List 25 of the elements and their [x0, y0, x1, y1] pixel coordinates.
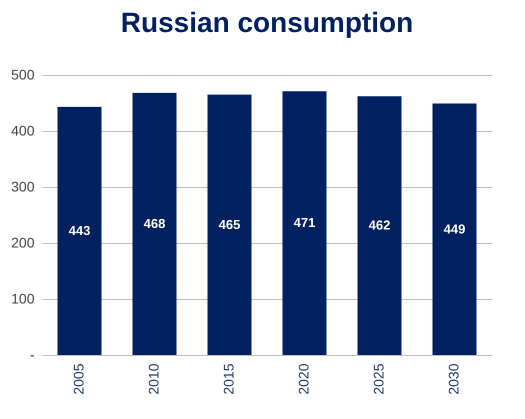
y-tick-label: 300 [11, 178, 35, 194]
bar [282, 91, 326, 355]
bar [58, 106, 102, 355]
data-label: 465 [218, 216, 240, 232]
y-tick-label: - [30, 346, 35, 362]
x-tick-label: 2030 [446, 363, 462, 395]
x-tick-label: 2010 [146, 363, 162, 395]
bar [358, 96, 402, 355]
y-tick-label: 200 [11, 234, 35, 250]
chart-title: Russian consumption [120, 7, 414, 38]
data-label: 449 [444, 221, 466, 236]
x-tick-label: 2025 [370, 363, 386, 395]
y-tick-label: 100 [11, 290, 35, 306]
data-label: 468 [144, 216, 166, 231]
x-tick-label: 2015 [220, 363, 236, 395]
x-tick-label: 2020 [296, 363, 312, 395]
x-tick-label: 2005 [70, 363, 86, 395]
data-label: 443 [68, 222, 90, 238]
bar [208, 94, 252, 355]
data-label: 471 [294, 215, 316, 230]
bar [132, 92, 176, 355]
y-tick-label: 400 [11, 122, 35, 138]
y-tick-label: 500 [11, 66, 35, 82]
bar [432, 104, 476, 355]
data-label: 462 [368, 218, 390, 233]
